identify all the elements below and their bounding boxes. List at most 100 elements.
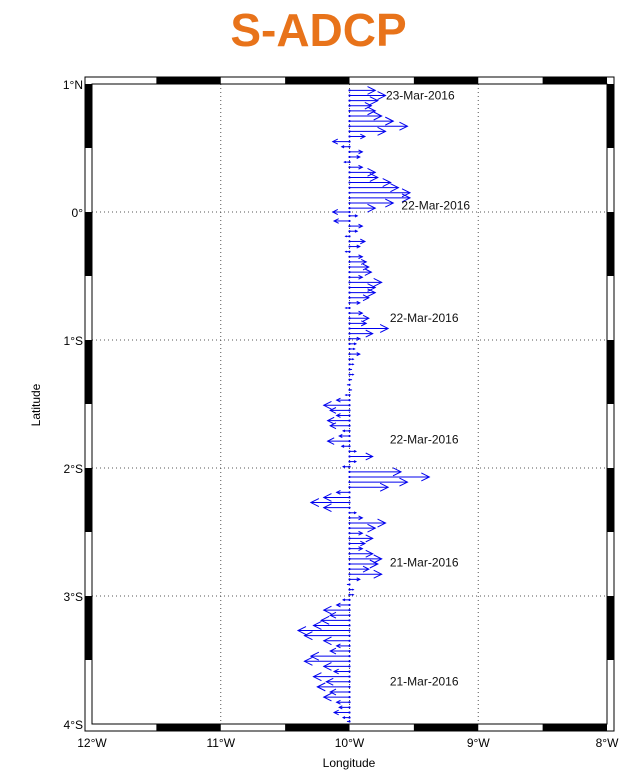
vector-origin <box>348 114 351 118</box>
vector-head <box>332 218 339 224</box>
vector-head <box>335 643 341 649</box>
vector-head <box>367 203 377 213</box>
vector-head <box>354 214 359 218</box>
vector-head <box>390 183 400 193</box>
current-vector <box>348 268 373 276</box>
frame-segment <box>607 596 614 660</box>
vector-head <box>341 716 346 720</box>
vector-head <box>351 358 355 361</box>
current-vector <box>338 705 351 710</box>
current-vector <box>329 611 351 619</box>
current-vector <box>348 214 359 218</box>
y-tick-label: 4°S <box>64 718 83 732</box>
current-vector <box>338 434 351 438</box>
vector-head <box>322 605 332 615</box>
vector-head <box>331 209 339 215</box>
vector-origin <box>348 496 351 499</box>
frame-segment <box>607 468 614 532</box>
current-vector <box>348 254 364 260</box>
current-vector <box>344 306 351 310</box>
current-vector <box>348 511 358 515</box>
vector-head <box>358 515 364 521</box>
frame-segment <box>85 596 92 660</box>
vector-origin <box>348 665 351 668</box>
vector-origin <box>348 99 351 102</box>
vector-origin <box>348 532 351 535</box>
vector-origin <box>348 470 351 473</box>
vector-origin <box>348 675 351 678</box>
current-vector <box>348 388 353 392</box>
date-annotation: 23-Mar-2016 <box>386 88 455 102</box>
current-vector <box>348 183 400 193</box>
vector-head <box>362 294 370 302</box>
vector-head <box>356 577 361 582</box>
vector-origin <box>348 527 351 530</box>
vector-origin <box>348 296 351 299</box>
vector-head <box>353 511 358 515</box>
vector-origin <box>348 701 351 704</box>
current-vector <box>348 149 364 155</box>
y-tick-label: 3°S <box>64 590 83 604</box>
vector-origin <box>348 155 351 159</box>
vector-head <box>353 342 358 346</box>
vector-head <box>373 111 383 121</box>
current-vector <box>348 329 374 338</box>
vector-origin <box>348 660 351 663</box>
frame-segment <box>85 84 92 148</box>
date-annotation: 22-Mar-2016 <box>390 433 459 447</box>
vector-origin <box>348 460 351 463</box>
vector-head <box>365 329 374 338</box>
vector-head <box>364 268 373 276</box>
vector-head <box>325 677 334 686</box>
current-vector <box>341 465 351 469</box>
current-vector <box>348 178 392 188</box>
y-tick-label: 0° <box>72 206 84 220</box>
vector-head <box>367 86 377 95</box>
date-annotations: 23-Mar-2016 22-Mar-2016 22-Mar-2016 22-Mar-… <box>386 88 470 688</box>
current-vector <box>322 605 351 615</box>
vector-origin <box>348 240 351 243</box>
vector-head <box>373 569 383 579</box>
vector-origin <box>348 235 351 238</box>
vector-head <box>329 647 337 655</box>
current-vector <box>309 651 351 661</box>
vector-origin <box>348 465 351 468</box>
current-vector <box>348 482 390 492</box>
vector-head <box>356 352 361 357</box>
x-tick-label: 12°W <box>77 736 107 750</box>
current-vector <box>348 198 395 208</box>
date-annotation: 21-Mar-2016 <box>390 556 459 570</box>
vector-head <box>399 121 409 131</box>
current-vector <box>348 314 370 322</box>
vector-origin <box>348 322 351 325</box>
current-vector <box>335 643 351 649</box>
vector-head <box>329 688 337 696</box>
vector-origin <box>348 655 351 658</box>
current-vector <box>332 218 351 224</box>
vector-head <box>362 565 370 573</box>
current-vector <box>348 172 379 182</box>
vector-origin <box>348 720 351 723</box>
vector-origin <box>348 424 351 427</box>
current-vector <box>348 460 358 464</box>
vector-origin <box>348 196 351 200</box>
vector-origin <box>348 94 351 97</box>
current-vector <box>322 692 351 702</box>
vector-origin <box>348 109 351 112</box>
vector-head <box>360 258 368 265</box>
vector-head <box>322 400 332 410</box>
date-annotation: 22-Mar-2016 <box>401 198 470 212</box>
vector-head <box>329 407 337 414</box>
vector-head <box>353 460 358 464</box>
vector-head <box>392 467 403 477</box>
vector-origin <box>348 486 351 489</box>
vector-origin <box>348 419 351 422</box>
vector-head <box>322 503 332 512</box>
vector-origin <box>348 429 351 432</box>
current-vector <box>329 647 351 655</box>
date-annotation: 22-Mar-2016 <box>390 311 459 325</box>
current-vector <box>346 583 351 586</box>
vector-head <box>326 416 335 425</box>
vector-origin <box>348 368 351 371</box>
frame-segment <box>85 212 92 276</box>
